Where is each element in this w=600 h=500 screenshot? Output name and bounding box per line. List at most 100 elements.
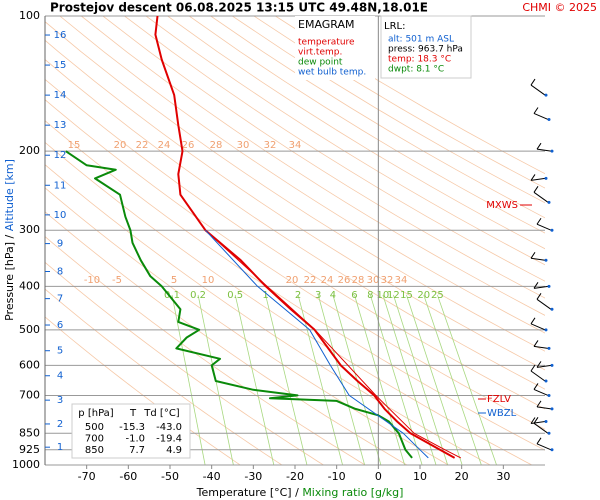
dry-adiabat — [145, 16, 545, 266]
wind-barb — [533, 285, 549, 289]
wind-barb — [550, 228, 554, 232]
y-label: Pressure [hPa] — [3, 242, 16, 321]
adiabat-label: 30 — [367, 275, 380, 286]
altitude-label: 4 — [57, 371, 63, 382]
altitude-label: 5 — [57, 346, 63, 357]
mixing-ratio-label: 12 — [387, 290, 400, 301]
profile-line — [154, 15, 456, 459]
wind-barb — [544, 93, 548, 97]
dry-adiabat — [102, 16, 545, 299]
wind-barb — [547, 284, 551, 288]
wind-barb — [530, 323, 546, 331]
adiabat-label: 24 — [321, 275, 334, 286]
mixing-ratio-label: 6 — [351, 290, 357, 301]
adiabat-label: 20 — [114, 140, 127, 151]
wind-barb — [544, 419, 548, 423]
y-tick-label: 500 — [19, 323, 40, 336]
x-tick-label: -30 — [244, 470, 262, 483]
wind-barb — [533, 345, 549, 349]
wind-barb — [536, 364, 552, 368]
dry-adiabat — [45, 99, 545, 430]
altitude-label: 12 — [54, 150, 67, 161]
altitude-label: 16 — [54, 30, 67, 41]
adiabat-label: 5 — [171, 275, 177, 286]
mixing-ratio-label: 1 — [262, 290, 268, 301]
table-cell: 700 — [85, 434, 104, 445]
adiabat-label: 34 — [395, 275, 408, 286]
mixing-ratio-line — [234, 294, 275, 465]
mixing-ratio-label: 8 — [367, 290, 373, 301]
adiabat-label: 30 — [237, 140, 250, 151]
mixing-ratio-line — [436, 294, 497, 465]
wind-barb — [547, 393, 551, 397]
mixing-ratio-line — [354, 294, 406, 465]
x-tick-label: -70 — [78, 470, 96, 483]
wind-barb — [536, 298, 552, 310]
dry-adiabat — [275, 16, 545, 175]
wind-barb — [536, 293, 542, 300]
wind-barb — [536, 217, 542, 225]
x-tick-label: 10 — [413, 470, 427, 483]
adiabat-label: 28 — [352, 275, 365, 286]
legend-entry: virt.temp. — [298, 48, 342, 58]
adiabat-label: 20 — [286, 275, 299, 286]
wind-barb — [536, 142, 542, 150]
x-tick-label: -40 — [203, 470, 221, 483]
lrl-line: alt: 501 m ASL — [388, 35, 454, 45]
dry-adiabat — [59, 16, 545, 334]
wind-barb — [544, 328, 548, 332]
altitude-label: 7 — [57, 294, 63, 305]
y-tick-label: 850 — [19, 426, 40, 439]
x-label-sep: / — [295, 486, 299, 499]
table-box — [71, 403, 191, 459]
wind-barb — [536, 437, 542, 445]
x-label-2: Mixing ratio [g/kg] — [302, 486, 403, 499]
altitude-label: 11 — [54, 180, 67, 191]
legend-entry: temperature — [298, 38, 355, 48]
wind-barb — [533, 388, 549, 396]
adiabat-label: 32 — [381, 275, 394, 286]
wind-barb — [530, 78, 536, 86]
dry-adiabat — [45, 39, 545, 371]
wind-barb — [533, 422, 549, 434]
x-label: Temperature [°C] — [196, 486, 292, 499]
wind-barb — [544, 258, 548, 262]
x-tick-label: 30 — [496, 470, 510, 483]
y-tick-label: 200 — [19, 144, 40, 157]
mixing-ratio-line — [265, 294, 308, 465]
y-label-2: Altitude [km] — [3, 159, 16, 231]
table-cell: -15.3 — [119, 422, 145, 433]
lrl-title: LRL: — [384, 21, 405, 32]
wind-barb — [533, 191, 549, 203]
altitude-label: 6 — [57, 320, 63, 331]
dry-adiabat — [232, 16, 545, 204]
level-label: WBZL — [487, 408, 517, 419]
wind-barb — [544, 176, 548, 180]
y-label-sep: / — [3, 234, 16, 238]
mixing-ratio-label: 0.2 — [190, 290, 206, 301]
credit: CHMI © 2025 — [522, 1, 597, 14]
wind-barb — [550, 307, 554, 311]
mixing-ratio-label: 20 — [417, 290, 430, 301]
wind-barb — [550, 407, 554, 411]
table-cell: 7.7 — [129, 445, 145, 456]
wind-barb — [530, 174, 536, 181]
wind-barb — [550, 448, 554, 452]
table-cell: 500 — [85, 422, 104, 433]
legend-box — [295, 16, 375, 80]
wind-barb — [530, 420, 546, 424]
adiabat-label: 24 — [158, 140, 171, 151]
wind-barb — [530, 257, 546, 261]
wind-barb — [533, 383, 539, 390]
mixing-ratio-label: 25 — [431, 290, 444, 301]
dry-adiabat — [210, 16, 545, 219]
adiabat-label: 26 — [338, 275, 351, 286]
mixing-ratio-label: 0.1 — [164, 290, 180, 301]
altitude-label: 13 — [54, 120, 67, 131]
dry-adiabat — [81, 16, 545, 316]
table-header: Td [°C] — [143, 408, 180, 419]
wind-barb — [530, 317, 536, 325]
wind-barb — [547, 431, 551, 435]
lrl-line: temp: 18.3 °C — [388, 55, 451, 65]
